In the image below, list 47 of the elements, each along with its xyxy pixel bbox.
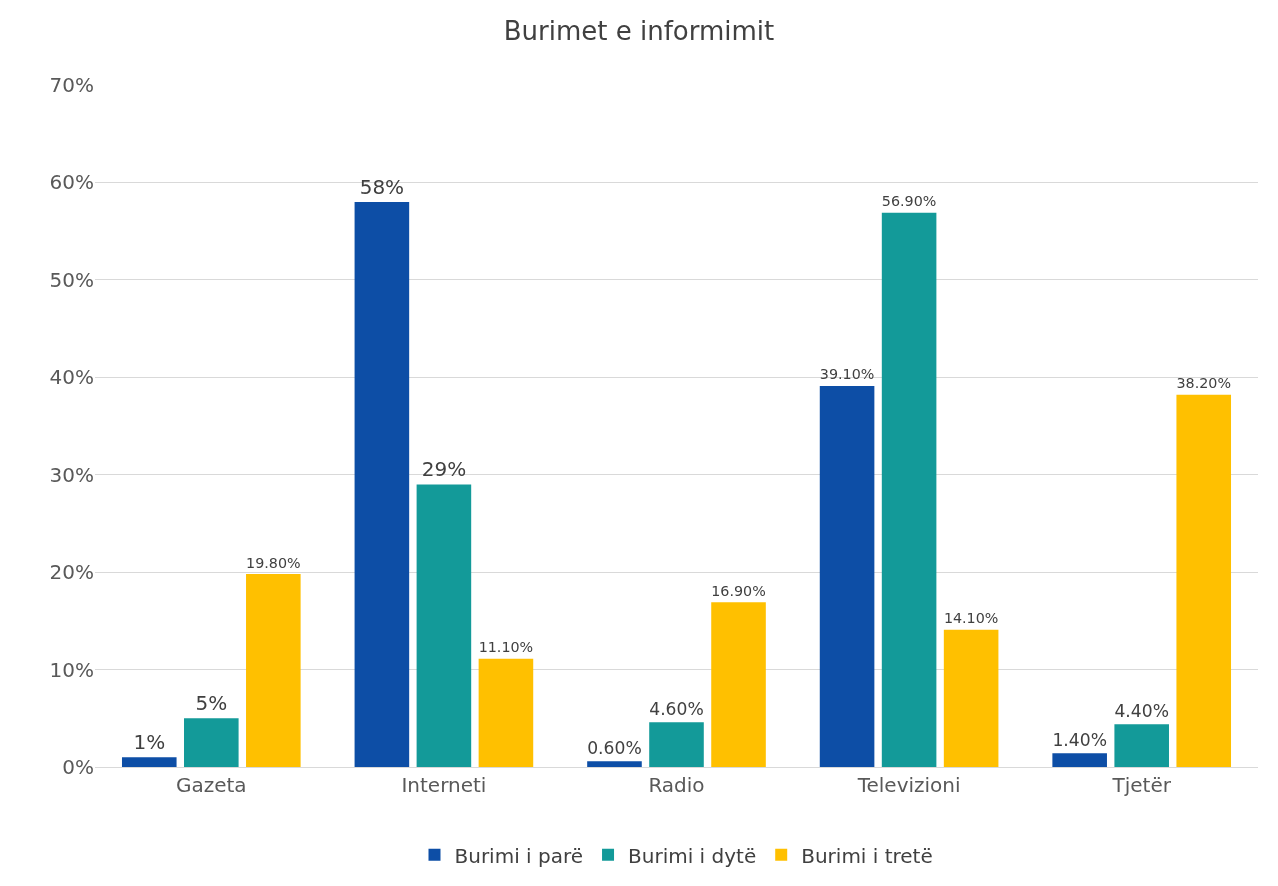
legend-label: Burimi i dytë — [628, 843, 757, 868]
data-label: 4.60% — [649, 698, 704, 719]
legend-label: Burimi i parë — [454, 843, 584, 868]
data-label: 11.10% — [478, 639, 534, 656]
data-label: 58% — [359, 174, 405, 199]
x-tick-label: Gazeta — [175, 773, 247, 797]
legend-label: Burimi i tretë — [801, 843, 933, 868]
bar — [649, 722, 704, 767]
bar — [587, 761, 642, 767]
x-tick-label: Tjetër — [1111, 773, 1172, 797]
x-tick-label: Radio — [648, 773, 705, 797]
bar — [184, 718, 239, 767]
bar — [1114, 724, 1169, 767]
x-tick-label: Interneti — [401, 773, 487, 797]
data-label: 5% — [195, 691, 228, 716]
y-tick-label: 30% — [49, 462, 94, 487]
data-label: 39.10% — [819, 366, 875, 383]
bar — [943, 629, 999, 767]
bar — [121, 757, 177, 767]
data-label: 38.20% — [1176, 375, 1231, 392]
data-label: 56.90% — [881, 193, 937, 210]
bar — [416, 484, 472, 767]
data-label: 16.90% — [711, 582, 766, 599]
y-tick-label: 10% — [49, 657, 94, 682]
bar — [1176, 394, 1232, 767]
data-label: 0.60% — [587, 737, 642, 758]
y-tick-label: 70% — [49, 73, 94, 97]
bar — [711, 602, 766, 767]
data-label: 19.80% — [246, 554, 301, 571]
data-label: 4.40% — [1114, 700, 1169, 721]
data-label: 1.40% — [1052, 730, 1107, 751]
y-tick-label: 50% — [49, 267, 94, 292]
x-tick-label: Televizioni — [856, 773, 961, 797]
y-tick-label: 60% — [49, 170, 94, 195]
y-tick-label: 0% — [62, 755, 94, 779]
chart-title: Burimet e informimit — [503, 16, 775, 47]
y-tick-label: 20% — [49, 560, 94, 585]
bar — [1052, 753, 1107, 767]
data-label: 14.10% — [943, 610, 999, 627]
bar — [478, 658, 534, 767]
y-tick-label: 40% — [49, 365, 94, 390]
bar — [819, 386, 875, 767]
bar — [881, 212, 937, 767]
data-label: 29% — [421, 457, 467, 482]
bar — [246, 574, 301, 767]
data-label: 1% — [133, 730, 166, 755]
bar — [354, 201, 410, 767]
